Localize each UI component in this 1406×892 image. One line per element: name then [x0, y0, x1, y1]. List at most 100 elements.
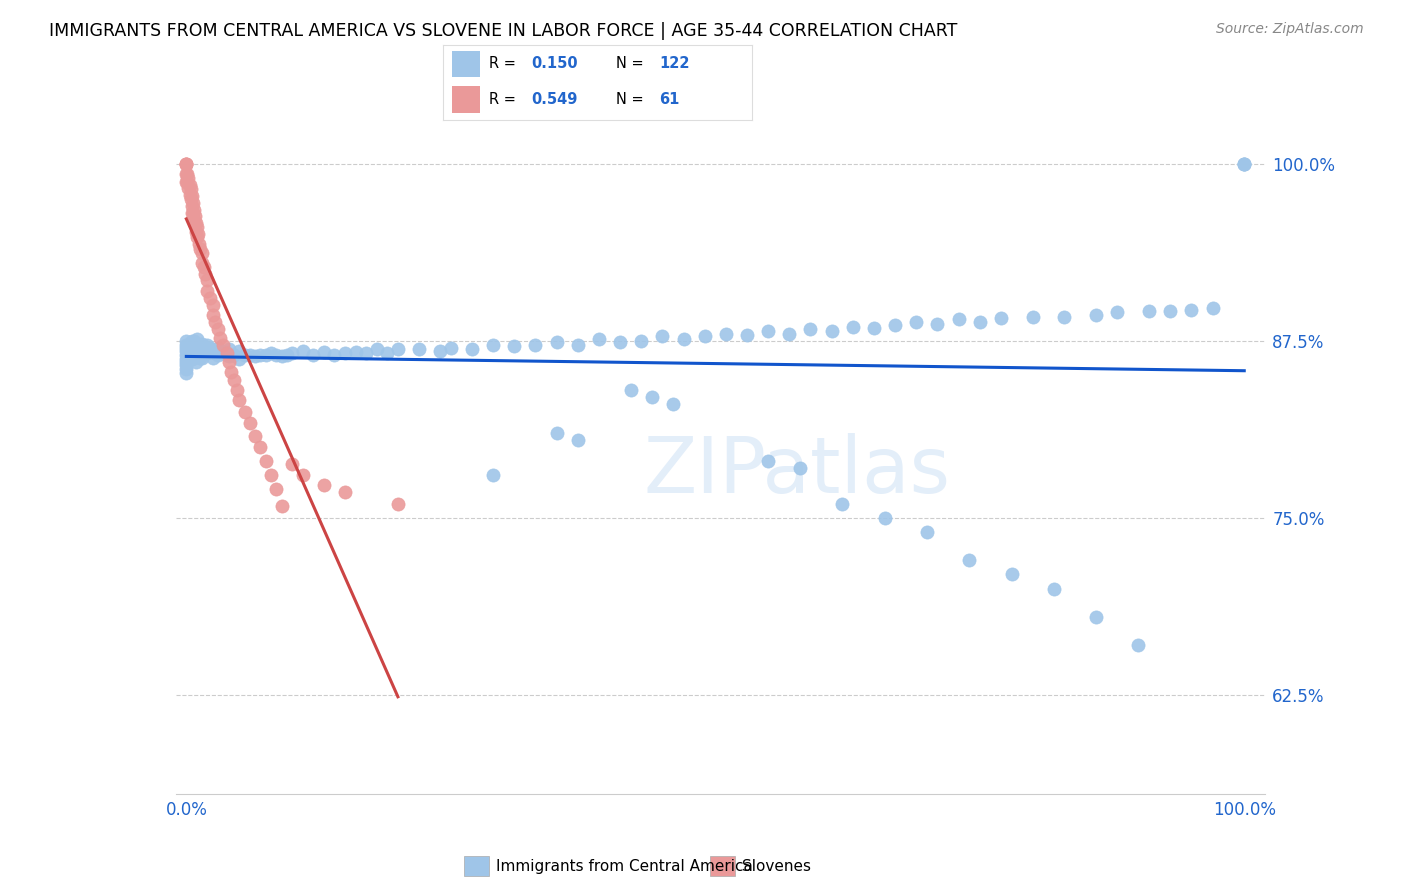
Point [1233, 157, 1256, 171]
Text: 0.549: 0.549 [531, 92, 578, 107]
Point [176, 167, 198, 181]
Point [239, 416, 262, 430]
Point [186, 339, 208, 353]
Point [197, 273, 219, 287]
Point [567, 338, 589, 352]
Point [222, 348, 245, 362]
Point [184, 209, 207, 223]
Point [969, 315, 991, 329]
Point [201, 351, 224, 365]
Point [209, 343, 232, 358]
Point [915, 524, 938, 539]
Point [302, 348, 325, 362]
Point [1128, 638, 1150, 652]
Point [209, 331, 232, 345]
Point [180, 338, 202, 352]
Point [948, 312, 970, 326]
Point [180, 182, 202, 196]
Point [197, 284, 219, 298]
Point [183, 341, 205, 355]
Point [789, 461, 811, 475]
Point [524, 338, 547, 352]
Point [193, 260, 215, 274]
Point [990, 311, 1012, 326]
Point [176, 341, 198, 355]
Point [180, 334, 202, 348]
Point [799, 322, 821, 336]
Point [186, 230, 208, 244]
Point [630, 334, 652, 348]
Text: N =: N = [616, 56, 648, 71]
Point [281, 346, 304, 360]
Text: Slovenes: Slovenes [742, 859, 811, 873]
Point [181, 206, 204, 220]
Point [176, 175, 198, 189]
Point [186, 220, 208, 235]
Point [177, 180, 200, 194]
Point [198, 291, 221, 305]
Point [482, 468, 505, 483]
Point [375, 346, 398, 360]
Point [344, 345, 367, 359]
Point [226, 384, 249, 398]
Point [260, 346, 283, 360]
Point [254, 348, 277, 362]
Point [181, 196, 204, 211]
Point [1085, 610, 1108, 624]
Point [191, 256, 214, 270]
Point [873, 510, 896, 524]
FancyBboxPatch shape [453, 51, 479, 78]
Point [179, 178, 201, 192]
Point [693, 329, 716, 343]
Point [194, 267, 217, 281]
Point [270, 349, 292, 363]
Point [387, 342, 409, 356]
Point [333, 485, 356, 500]
Point [207, 341, 229, 355]
Point [219, 365, 242, 379]
Point [312, 345, 335, 359]
Point [1043, 582, 1066, 596]
Point [176, 157, 198, 171]
Point [366, 342, 388, 356]
Text: 0.150: 0.150 [531, 56, 578, 71]
Point [756, 454, 779, 468]
Text: 122: 122 [659, 56, 690, 71]
Point [333, 346, 356, 360]
Point [281, 457, 304, 471]
Point [1085, 308, 1108, 322]
Point [254, 454, 277, 468]
Point [546, 335, 568, 350]
Point [176, 338, 198, 352]
Point [239, 348, 262, 362]
Point [714, 326, 737, 341]
Point [191, 246, 214, 260]
Point [184, 216, 207, 230]
Point [243, 349, 266, 363]
Point [180, 189, 202, 203]
Point [1053, 310, 1076, 324]
Point [191, 351, 214, 365]
Point [756, 324, 779, 338]
Point [778, 326, 800, 341]
Point [1000, 567, 1022, 582]
Point [228, 393, 250, 408]
Point [188, 237, 211, 252]
Point [863, 321, 886, 335]
Point [215, 348, 238, 362]
Point [183, 213, 205, 227]
Point [191, 343, 214, 358]
Point [831, 497, 853, 511]
Point [212, 338, 235, 352]
Point [233, 404, 256, 418]
Point [270, 500, 292, 514]
Point [1021, 310, 1043, 324]
Point [184, 349, 207, 363]
Point [264, 348, 287, 362]
Point [1233, 157, 1256, 171]
Point [228, 343, 250, 358]
Point [183, 203, 205, 218]
Point [176, 334, 198, 348]
Point [927, 317, 949, 331]
Point [735, 328, 758, 343]
